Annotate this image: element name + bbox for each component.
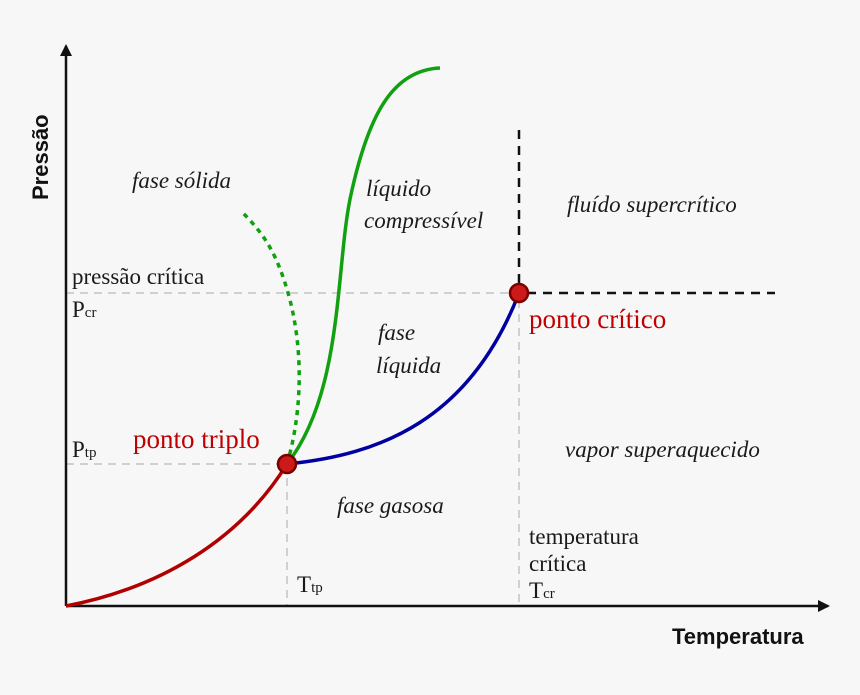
x-axis-title: Temperatura xyxy=(672,624,804,649)
supercritical-fluid-label: fluído supercrítico xyxy=(567,192,737,217)
triple-point-label: ponto triplo xyxy=(133,424,260,454)
fusion-curve xyxy=(285,66,441,466)
p-cr-subscript: cr xyxy=(85,305,97,321)
gas-phase-label: fase gasosa xyxy=(337,493,444,518)
sublimation-curve xyxy=(65,463,289,608)
compressible-liquid-label-line1: líquido xyxy=(366,176,431,201)
critical-temperature-text-line2: crítica xyxy=(529,551,586,576)
critical-point-marker xyxy=(508,282,530,304)
t-cr-label: Tcr xyxy=(529,578,555,603)
t-tp-subscript: tp xyxy=(311,580,323,596)
p-tp-main: P xyxy=(72,437,85,462)
critical-point-label: ponto crítico xyxy=(529,304,666,334)
p-cr-label: Pcr xyxy=(72,297,96,322)
compressible-liquid-label-line2: compressível xyxy=(364,208,483,233)
t-cr-main: T xyxy=(529,578,543,603)
triple-point-marker xyxy=(276,453,298,475)
vaporization-curve xyxy=(286,292,521,466)
t-tp-main: T xyxy=(297,572,311,597)
guide-lines xyxy=(66,292,520,606)
axes xyxy=(60,44,830,612)
y-axis-title: Pressão xyxy=(28,114,53,200)
t-cr-subscript: cr xyxy=(543,586,555,602)
critical-temperature-text-line1: temperatura xyxy=(529,524,639,549)
p-tp-subscript: tp xyxy=(85,445,97,461)
p-cr-main: P xyxy=(72,297,85,322)
liquid-phase-label-line1: fase xyxy=(378,320,415,345)
superheated-vapor-label: vapor superaquecido xyxy=(565,437,760,462)
t-tp-label: Ttp xyxy=(297,572,323,597)
critical-pressure-text: pressão crítica xyxy=(72,264,204,289)
liquid-phase-label-line2: líquida xyxy=(376,353,441,378)
p-tp-label: Ptp xyxy=(72,437,96,462)
solid-phase-label: fase sólida xyxy=(132,168,231,193)
fusion-curve-anomalous xyxy=(240,210,301,465)
